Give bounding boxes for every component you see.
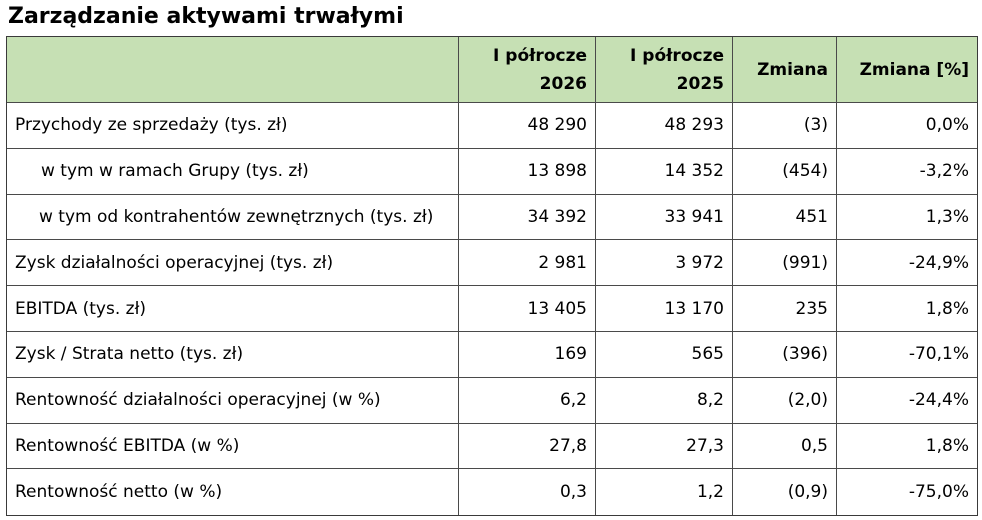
row-label: Rentowność netto (w %) [7,469,459,516]
cell-h1-2025: 27,3 [596,423,733,470]
cell-change: (2,0) [733,377,837,424]
table-row: Zysk / Strata netto (tys. zł) 169 565 (3… [7,331,977,378]
cell-change-pct: 1,3% [837,195,977,241]
cell-change: (0,9) [733,469,837,516]
row-label: Rentowność działalności operacyjnej (w %… [7,377,459,424]
row-label: Rentowność EBITDA (w %) [7,423,459,470]
cell-change: (396) [733,331,837,378]
cell-h1-2025: 3 972 [596,240,733,287]
cell-change: (991) [733,240,837,287]
cell-h1-2026: 13 898 [459,148,596,195]
cell-change: 451 [733,194,837,241]
table-header-row: I półrocze 2026 I półrocze 2025 Zmiana Z… [7,37,977,103]
cell-h1-2026: 13 405 [459,286,596,332]
cell-change-pct: 1,8% [837,286,977,332]
cell-change: (3) [733,103,837,149]
row-label: EBITDA (tys. zł) [7,286,459,332]
cell-h1-2026: 48 290 [459,103,596,149]
table-row: w tym w ramach Grupy (tys. zł) 13 898 14… [7,148,977,195]
header-h1-2025: I półrocze 2025 [596,37,733,103]
row-label: w tym w ramach Grupy (tys. zł) [7,148,459,195]
cell-h1-2026: 0,3 [459,469,596,516]
header-h2-line1: I półrocze [630,46,724,66]
table-row: Zysk działalności operacyjnej (tys. zł) … [7,240,977,287]
row-label: w tym od kontrahentów zewnętrznych (tys.… [7,194,459,241]
document-title: Zarządzanie aktywami trwałymi [8,4,404,29]
table-row: Rentowność netto (w %) 0,3 1,2 (0,9) -75… [7,469,977,516]
header-h1-line2: 2026 [539,74,587,94]
table-row: Rentowność działalności operacyjnej (w %… [7,377,977,424]
cell-h1-2025: 48 293 [596,103,733,149]
row-label: Przychody ze sprzedaży (tys. zł) [7,103,459,149]
table-row: Przychody ze sprzedaży (tys. zł) 48 290 … [7,103,977,149]
cell-h1-2026: 34 392 [459,194,596,241]
cell-change-pct: 1,8% [837,424,977,470]
row-label: Zysk / Strata netto (tys. zł) [7,331,459,378]
cell-h1-2025: 33 941 [596,194,733,241]
header-label [7,37,459,103]
header-h2-line2: 2025 [676,74,724,94]
header-h1-2026: I półrocze 2026 [459,37,596,103]
table-row: EBITDA (tys. zł) 13 405 13 170 235 1,8% [7,286,977,332]
table-row: w tym od kontrahentów zewnętrznych (tys.… [7,194,977,241]
cell-change-pct: 0,0% [837,103,977,149]
cell-h1-2025: 8,2 [596,377,733,424]
cell-change-pct: -24,4% [837,378,977,424]
cell-change: 235 [733,286,837,332]
cell-change: 0,5 [733,423,837,470]
header-change: Zmiana [733,37,837,103]
cell-h1-2026: 27,8 [459,423,596,470]
cell-change: (454) [733,148,837,195]
cell-change-pct: -70,1% [837,332,977,378]
cell-h1-2025: 14 352 [596,148,733,195]
cell-h1-2026: 169 [459,331,596,378]
cell-h1-2025: 13 170 [596,286,733,332]
cell-h1-2026: 2 981 [459,240,596,287]
cell-h1-2025: 1,2 [596,469,733,516]
cell-change-pct: -3,2% [837,149,977,195]
cell-change-pct: -24,9% [837,240,977,287]
row-label: Zysk działalności operacyjnej (tys. zł) [7,240,459,287]
cell-h1-2025: 565 [596,331,733,378]
table-row: Rentowność EBITDA (w %) 27,8 27,3 0,5 1,… [7,423,977,470]
cell-h1-2026: 6,2 [459,377,596,424]
header-h1-line1: I półrocze [493,46,587,66]
header-change-pct: Zmiana [%] [837,37,977,103]
cell-change-pct: -75,0% [908,482,969,503]
financial-table: I półrocze 2026 I półrocze 2025 Zmiana Z… [6,36,978,517]
